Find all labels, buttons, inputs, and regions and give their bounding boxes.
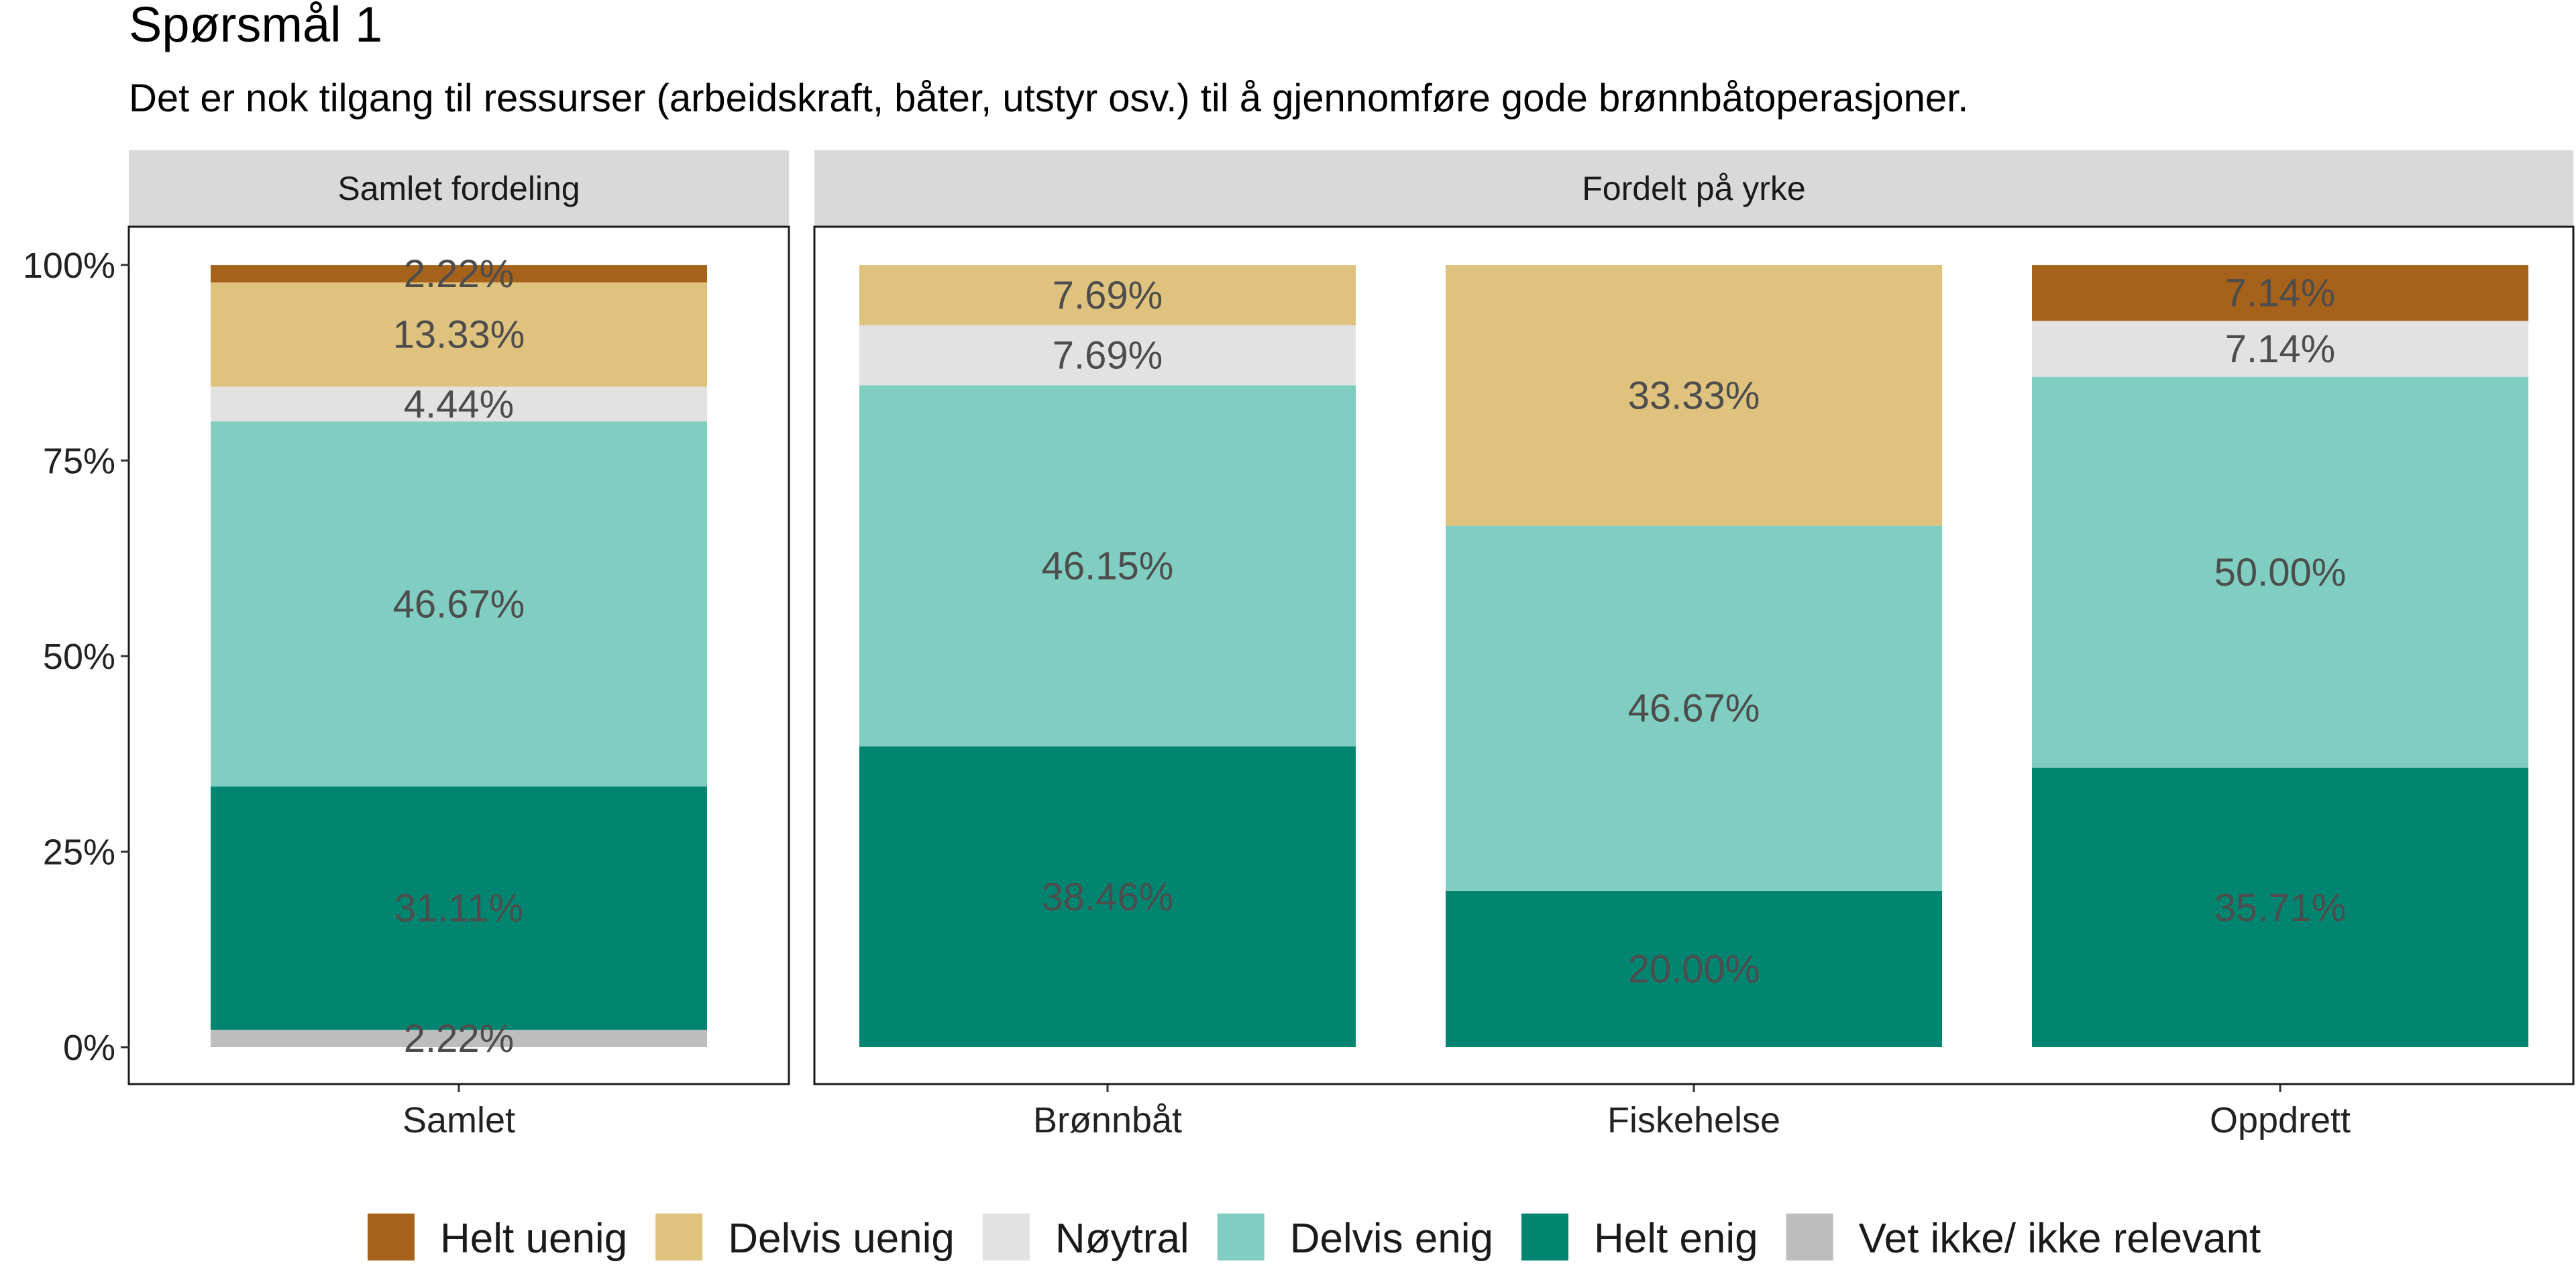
bar-bronnbat: 38.46% 46.15% 7.69% 7.69% xyxy=(859,265,1356,1047)
bar-segment-helt-uenig xyxy=(211,265,707,283)
data-label-helt-enig: 20.00% xyxy=(1628,947,1760,991)
legend-item-delvis-enig: Delvis enig xyxy=(1217,1214,1493,1262)
data-label-helt-enig: 38.46% xyxy=(1042,875,1174,919)
bar-segment-delvis-enig xyxy=(1446,525,1942,891)
bar-segment-helt-uenig xyxy=(2032,265,2528,321)
chart-subtitle: Det er nok tilgang til ressurser (arbeid… xyxy=(129,76,1968,120)
x-tick-label: Brønnbåt xyxy=(1033,1100,1182,1140)
legend-swatch xyxy=(368,1214,415,1260)
panel-fordelt-pa-yrke: Fordelt på yrke 38.46% 46.15% 7.69% 7.69% Brø… xyxy=(813,150,2575,1140)
y-tick-label: 25% xyxy=(43,833,115,873)
legend-label: Helt enig xyxy=(1594,1216,1758,1262)
data-label-delvis-enig: 46.67% xyxy=(393,582,525,626)
legend-label: Helt uenig xyxy=(440,1216,627,1262)
legend-item-vet-ikke-ikke-relevant: Vet ikke/ ikke relevant xyxy=(1786,1214,2261,1262)
legend: Helt uenig Delvis uenig Nøytral Delvis enig… xyxy=(368,1214,2261,1262)
bar-segment-delvis-enig xyxy=(2032,376,2528,768)
legend-swatch xyxy=(1217,1214,1265,1260)
data-label-helt-uenig: 7.14% xyxy=(2225,272,2335,315)
strip-background xyxy=(814,150,2573,227)
bar-segment-helt-enig xyxy=(211,786,707,1030)
bar-segment-delvis-uenig xyxy=(859,265,1356,325)
bar-segment-helt-enig xyxy=(1446,890,1942,1047)
legend-swatch xyxy=(655,1214,703,1260)
legend-swatch xyxy=(982,1214,1030,1260)
legend-item-noytral: Nøytral xyxy=(982,1214,1189,1262)
data-label-delvis-uenig: 7.69% xyxy=(1053,274,1163,317)
bar-segment-helt-enig xyxy=(2032,767,2528,1047)
panels: Samlet fordeling 2.22% 31.11% 46.67% 4.44% 13… xyxy=(127,150,2575,1140)
bar-segment-delvis-uenig xyxy=(211,282,707,387)
bar-segment-noytral xyxy=(211,386,707,422)
data-label-noytral: 7.14% xyxy=(2225,327,2335,371)
x-tick-label: Fiskehelse xyxy=(1607,1100,1780,1140)
legend-item-helt-uenig: Helt uenig xyxy=(368,1214,627,1262)
y-tick-label: 100% xyxy=(23,246,115,286)
legend-label: Vet ikke/ ikke relevant xyxy=(1859,1216,2261,1262)
bar-segment-noytral xyxy=(859,325,1356,386)
legend-item-helt-enig: Helt enig xyxy=(1521,1214,1758,1262)
data-label-vet-ikke-ikke-relevant: 2.22% xyxy=(404,1017,514,1061)
y-tick-label: 75% xyxy=(43,441,115,482)
x-tick-label: Oppdrett xyxy=(2210,1100,2351,1140)
y-tick-label: 50% xyxy=(43,637,115,677)
data-label-noytral: 7.69% xyxy=(1053,334,1163,378)
bar-oppdrett: 35.71% 50.00% 7.14% 7.14% xyxy=(2032,265,2528,1047)
strip-label: Fordelt på yrke xyxy=(1582,170,1805,207)
bar-segment-helt-enig xyxy=(859,746,1356,1047)
data-label-helt-enig: 31.11% xyxy=(394,887,523,930)
data-label-helt-enig: 35.71% xyxy=(2214,886,2347,930)
data-label-delvis-uenig: 13.33% xyxy=(393,313,525,357)
legend-swatch xyxy=(1521,1214,1568,1260)
panel-samlet-fordeling: Samlet fordeling 2.22% 31.11% 46.67% 4.44% 13… xyxy=(127,150,790,1140)
bar-segment-delvis-uenig xyxy=(1446,265,1942,526)
legend-label: Nøytral xyxy=(1055,1216,1189,1262)
y-axis: 0% 25% 50% 75% 100% xyxy=(23,246,129,1068)
bar-segment-vet-ikke-ikke-relevant xyxy=(211,1030,707,1047)
bar-segment-delvis-enig xyxy=(859,385,1356,747)
legend-label: Delvis enig xyxy=(1290,1216,1493,1262)
legend-item-delvis-uenig: Delvis uenig xyxy=(655,1214,955,1262)
data-label-delvis-enig: 46.67% xyxy=(1628,687,1760,731)
bar-fiskehelse: 20.00% 46.67% 33.33% xyxy=(1446,265,1942,1047)
data-label-delvis-uenig: 33.33% xyxy=(1628,374,1760,417)
x-tick-label: Samlet xyxy=(402,1100,515,1140)
y-tick-label: 0% xyxy=(63,1028,115,1068)
data-label-delvis-enig: 46.15% xyxy=(1042,545,1174,588)
legend-swatch xyxy=(1786,1214,1833,1260)
data-label-noytral: 4.44% xyxy=(404,382,514,426)
legend-label: Delvis uenig xyxy=(728,1216,955,1262)
data-label-helt-uenig: 2.22% xyxy=(404,252,514,296)
data-label-delvis-enig: 50.00% xyxy=(2214,551,2347,594)
strip-label: Samlet fordeling xyxy=(337,170,580,207)
bar-samlet: 2.22% 31.11% 46.67% 4.44% 13.33% 2.22% xyxy=(211,252,707,1061)
panel-border xyxy=(813,225,2575,1085)
strip-background xyxy=(129,150,789,227)
bar-segment-noytral xyxy=(2032,321,2528,377)
chart-title: Spørsmål 1 xyxy=(129,0,382,52)
bar-segment-delvis-enig xyxy=(211,421,707,787)
